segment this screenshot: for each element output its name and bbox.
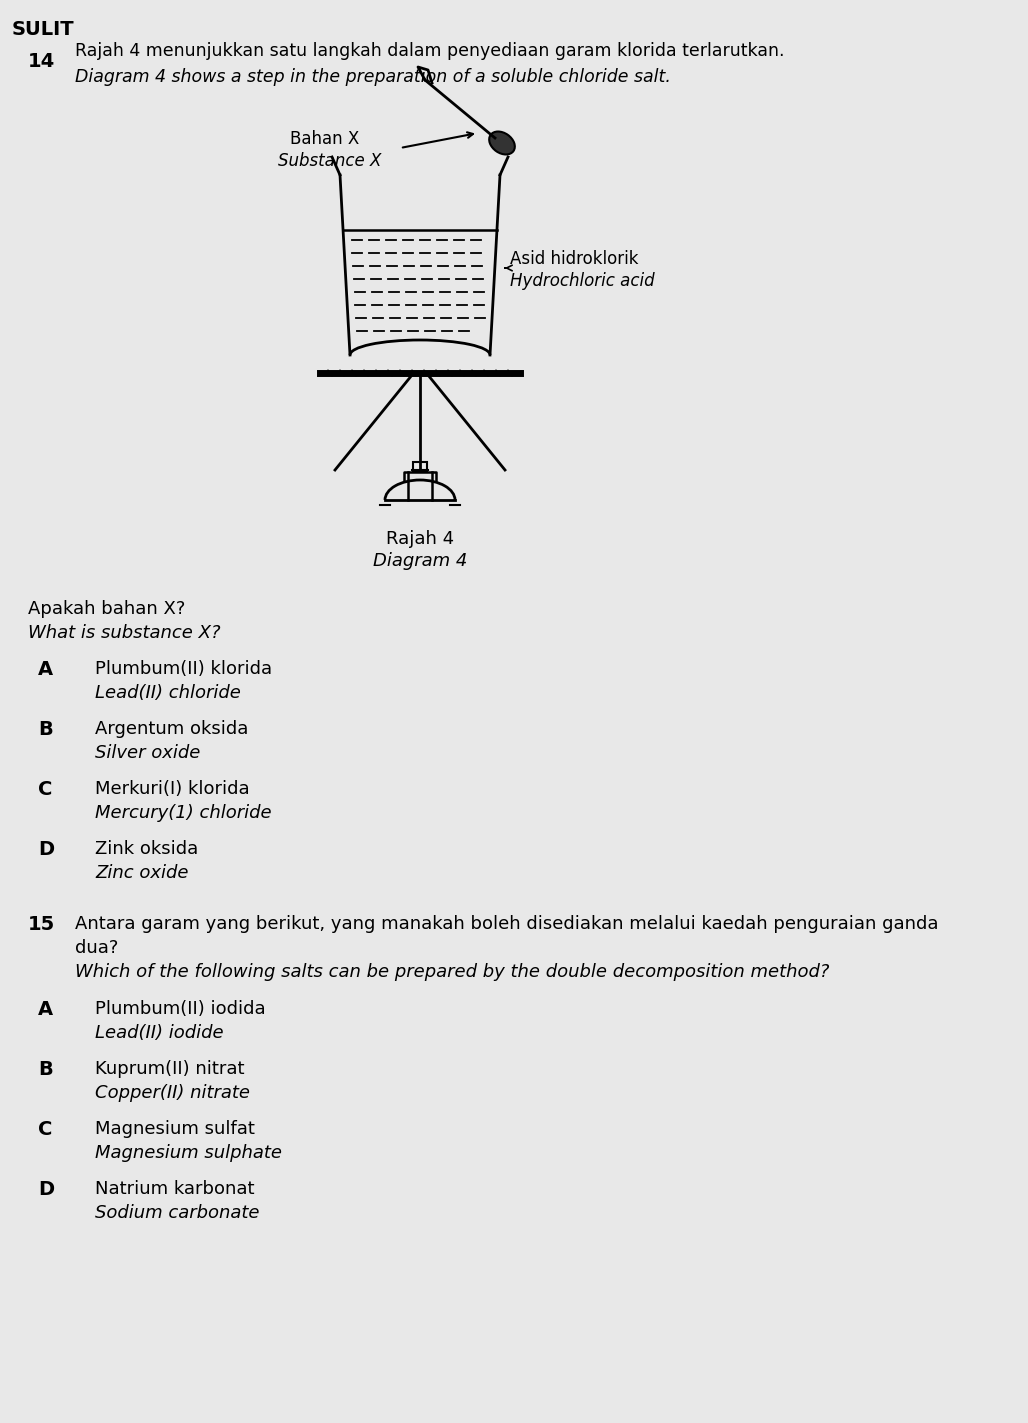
Text: Hydrochloric acid: Hydrochloric acid bbox=[510, 272, 655, 290]
Text: B: B bbox=[38, 1060, 52, 1079]
Text: Sodium carbonate: Sodium carbonate bbox=[95, 1204, 259, 1222]
Text: Argentum oksida: Argentum oksida bbox=[95, 720, 249, 739]
Text: Plumbum(II) iodida: Plumbum(II) iodida bbox=[95, 1000, 265, 1017]
Text: Merkuri(I) klorida: Merkuri(I) klorida bbox=[95, 780, 250, 798]
Text: Zink oksida: Zink oksida bbox=[95, 840, 198, 858]
Text: dua?: dua? bbox=[75, 939, 118, 958]
Text: Copper(II) nitrate: Copper(II) nitrate bbox=[95, 1084, 250, 1101]
Text: Lead(II) iodide: Lead(II) iodide bbox=[95, 1025, 224, 1042]
Text: Apakah bahan X?: Apakah bahan X? bbox=[28, 601, 185, 618]
Text: Magnesium sulphate: Magnesium sulphate bbox=[95, 1144, 282, 1163]
Text: Substance X: Substance X bbox=[278, 152, 381, 169]
Text: Diagram 4 shows a step in the preparation of a soluble chloride salt.: Diagram 4 shows a step in the preparatio… bbox=[75, 68, 671, 85]
Text: B: B bbox=[38, 720, 52, 739]
Text: 14: 14 bbox=[28, 53, 56, 71]
Text: Rajah 4: Rajah 4 bbox=[386, 529, 454, 548]
Text: A: A bbox=[38, 1000, 53, 1019]
Ellipse shape bbox=[489, 131, 515, 155]
Text: Magnesium sulfat: Magnesium sulfat bbox=[95, 1120, 255, 1138]
Text: D: D bbox=[38, 840, 54, 859]
Text: Zinc oxide: Zinc oxide bbox=[95, 864, 188, 882]
Text: Bahan X: Bahan X bbox=[290, 129, 359, 148]
Text: Which of the following salts can be prepared by the double decomposition method?: Which of the following salts can be prep… bbox=[75, 963, 830, 980]
Bar bbox=[413, 462, 427, 472]
Text: Kuprum(II) nitrat: Kuprum(II) nitrat bbox=[95, 1060, 245, 1079]
Text: Plumbum(II) klorida: Plumbum(II) klorida bbox=[95, 660, 272, 677]
Text: C: C bbox=[38, 780, 52, 798]
Text: C: C bbox=[38, 1120, 52, 1138]
Text: A: A bbox=[38, 660, 53, 679]
Text: What is substance X?: What is substance X? bbox=[28, 625, 220, 642]
Text: Antara garam yang berikut, yang manakah boleh disediakan melalui kaedah pengurai: Antara garam yang berikut, yang manakah … bbox=[75, 915, 939, 933]
Text: D: D bbox=[38, 1180, 54, 1200]
Text: SULIT: SULIT bbox=[12, 20, 75, 38]
Text: Natrium karbonat: Natrium karbonat bbox=[95, 1180, 255, 1198]
Text: Lead(II) chloride: Lead(II) chloride bbox=[95, 684, 241, 702]
Text: Diagram 4: Diagram 4 bbox=[373, 552, 467, 571]
Text: Silver oxide: Silver oxide bbox=[95, 744, 200, 761]
Text: 15: 15 bbox=[28, 915, 56, 933]
Text: Rajah 4 menunjukkan satu langkah dalam penyediaan garam klorida terlarutkan.: Rajah 4 menunjukkan satu langkah dalam p… bbox=[75, 43, 784, 60]
Text: Asid hidroklorik: Asid hidroklorik bbox=[510, 250, 638, 268]
Text: Mercury(1) chloride: Mercury(1) chloride bbox=[95, 804, 271, 822]
